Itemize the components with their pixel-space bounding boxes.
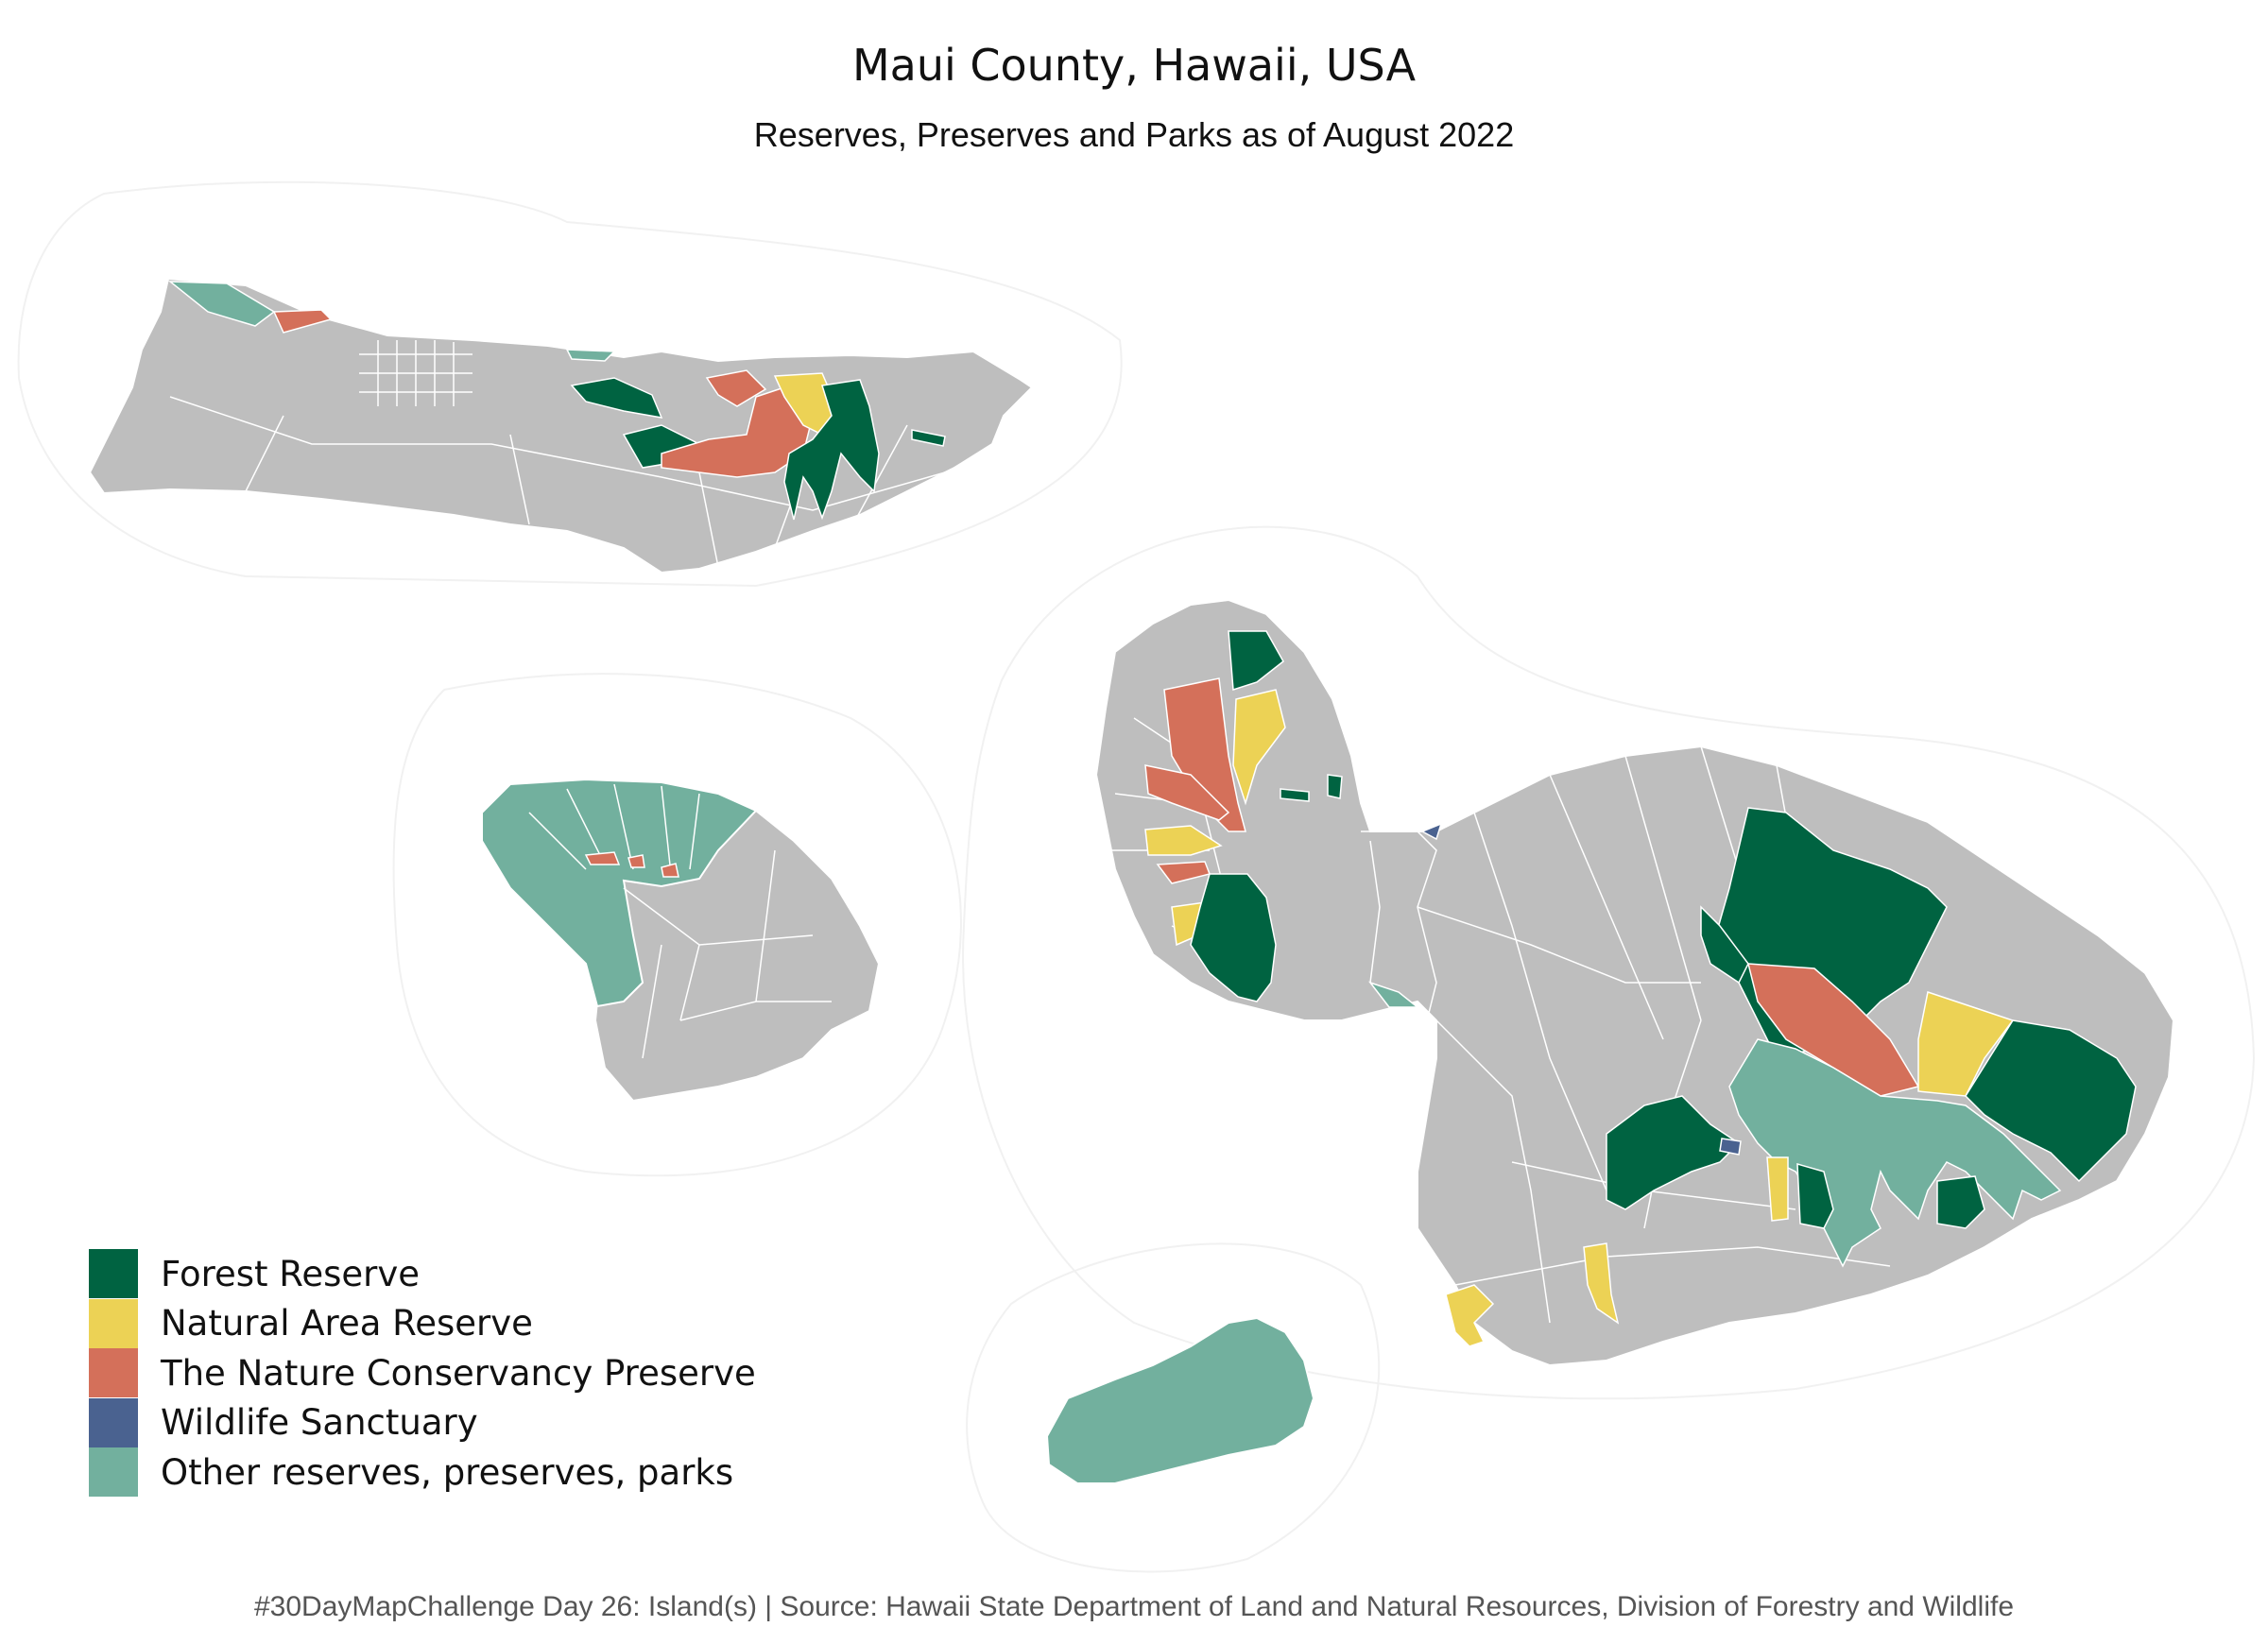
legend-swatch (89, 1397, 138, 1447)
legend-item-natural-area-reserve: Natural Area Reserve (89, 1298, 756, 1349)
wmaui-tnc (1163, 677, 1246, 832)
island-lanai (481, 778, 881, 1103)
kahoolawe-land (1045, 1316, 1315, 1484)
wmaui-forest-north (1228, 630, 1284, 692)
lanai-tnc-3 (661, 863, 679, 878)
legend-label: Forest Reserve (161, 1253, 421, 1294)
legend-item-nature-conservancy-preserve: The Nature Conservancy Preserve (89, 1348, 756, 1398)
haleakala-wildlife-sanctuary (1719, 1138, 1742, 1156)
legend-swatch (89, 1447, 138, 1498)
molokai-tnc-west (272, 309, 333, 334)
haleakala-nar-south (1766, 1156, 1789, 1222)
island-molokai (88, 277, 1034, 574)
kahului-wildlife-sanctuary (1420, 822, 1443, 841)
haleakala-forest-south (1796, 1162, 1834, 1229)
molokai-other-nw (167, 281, 276, 327)
island-maui (1094, 598, 2175, 1367)
wmaui-forest-south (1190, 873, 1277, 1002)
molokai-tnc-central (661, 386, 814, 478)
molokai-land (88, 277, 1034, 574)
legend-item-other: Other reserves, preserves, parks (89, 1447, 756, 1498)
molokai-tnc-north (705, 369, 767, 407)
legend-label: The Nature Conservancy Preserve (161, 1352, 756, 1394)
haleakala-forest-east (1965, 1019, 2137, 1183)
legend-item-forest-reserve: Forest Reserve (89, 1249, 756, 1299)
wmaui-forest-east-2 (1327, 774, 1343, 799)
legend-label: Wildlife Sanctuary (161, 1402, 478, 1444)
molokai-forest-4 (911, 429, 946, 447)
source-caption: #30DayMapChallenge Day 26: Island(s) | S… (253, 1591, 2015, 1622)
haleakala-nar-east (1917, 991, 2015, 1097)
haleakala-tnc (1747, 963, 1920, 1097)
map-title: Maui County, Hawaii, USA (851, 40, 1417, 91)
water-boundaries (17, 180, 2256, 1573)
legend: Forest Reserve Natural Area Reserve The … (89, 1249, 756, 1498)
lanai-tnc-2 (627, 854, 645, 868)
kanaio-nar (1583, 1242, 1620, 1325)
haleakala-forest-southeast (1936, 1175, 1985, 1229)
wmaui-tnc-2 (1144, 764, 1230, 821)
wmaui-nar-north (1232, 689, 1286, 806)
molokai-forest-1 (570, 377, 663, 419)
island-kahoolawe (1045, 1316, 1315, 1484)
molokai-forest-3 (783, 379, 880, 521)
haleakala-other (1728, 1038, 2062, 1268)
map-subtitle: Reserves, Preserves and Parks as of Augu… (753, 115, 1515, 154)
wmaui-other-south (1367, 981, 1420, 1008)
legend-swatch (89, 1298, 138, 1348)
ahihi-kinau-nar (1445, 1284, 1495, 1347)
lanai-other (481, 778, 758, 1008)
lanai-roads (528, 783, 832, 1059)
legend-swatch (89, 1249, 138, 1299)
legend-label: Other reserves, preserves, parks (161, 1451, 734, 1493)
molokai-roads (169, 340, 946, 568)
wmaui-nar-west (1144, 825, 1223, 856)
legend-label: Natural Area Reserve (161, 1303, 533, 1344)
haleakala-forest-southwest (1606, 1095, 1741, 1210)
legend-swatch (89, 1348, 138, 1398)
wmaui-forest-east (1280, 788, 1310, 802)
legend-item-wildlife-sanctuary: Wildlife Sanctuary (89, 1397, 756, 1448)
molokai-other-north (565, 349, 616, 362)
lanai-tnc (584, 851, 621, 865)
haleakala-forest-west (1700, 905, 1749, 985)
